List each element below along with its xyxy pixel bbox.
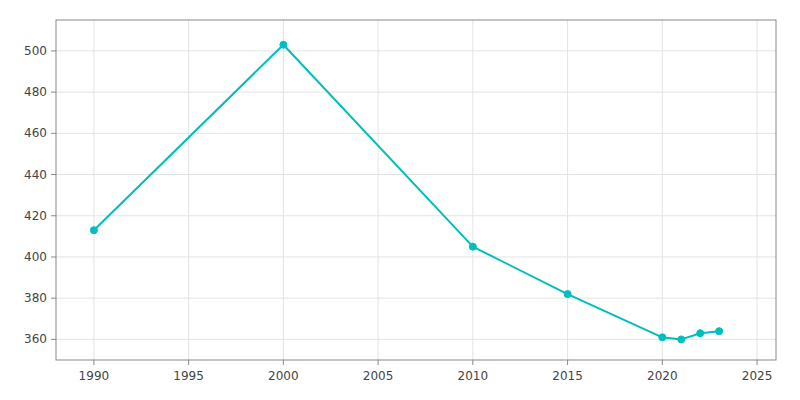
point [716,328,723,335]
grid-line-y [56,298,776,299]
tick-label-x: 2020 [647,369,678,383]
tick-label-x: 2025 [742,369,773,383]
tick-mark-y [51,339,56,340]
tick-mark-y [51,92,56,93]
grid-line-y [56,50,776,51]
tick-mark-x [662,360,663,365]
grid-line-x [757,20,758,360]
point [564,291,571,298]
tick-mark-x [93,360,94,365]
chart-svg: 1990 1995 2000 2005 2010 2015 2020 2025 360 380 40… [0,0,800,400]
grid-line-y [56,215,776,216]
tick-label-x: 2010 [458,369,489,383]
tick-mark-x [567,360,568,365]
tick-mark-x [188,360,189,365]
plot-frame [56,20,776,360]
axes: 1990 1995 2000 2005 2010 2015 2020 2025 360 380 40… [24,44,772,383]
tick-mark-x [283,360,284,365]
tick-label-y: 400 [24,250,47,264]
tick-label-x: 2005 [363,369,394,383]
grid [56,20,776,360]
point [697,330,704,337]
line [94,45,719,340]
plot-area [56,20,776,360]
grid-line-y [56,92,776,93]
tick-mark-y [51,256,56,257]
tick-mark-x [757,360,758,365]
tick-mark-y [51,50,56,51]
grid-line-x [472,20,473,360]
point [659,334,666,341]
tick-label-y: 420 [24,209,47,223]
series [90,41,722,343]
tick-label-y: 380 [24,291,47,305]
grid-line-y [56,339,776,340]
chart-container: 1990 1995 2000 2005 2010 2015 2020 2025 360 380 40… [0,0,800,400]
point [469,243,476,250]
tick-mark-y [51,215,56,216]
grid-line-x [378,20,379,360]
grid-line-x [567,20,568,360]
point [280,41,287,48]
tick-label-x: 1995 [173,369,204,383]
tick-label-x: 2015 [552,369,583,383]
tick-label-y: 360 [24,332,47,346]
tick-label-y: 440 [24,168,47,182]
tick-label-y: 480 [24,85,47,99]
point [90,227,97,234]
grid-line-x [93,20,94,360]
tick-mark-x [378,360,379,365]
tick-label-y: 500 [24,44,47,58]
point [678,336,685,343]
tick-mark-y [51,298,56,299]
grid-line-x [662,20,663,360]
tick-label-y: 460 [24,126,47,140]
tick-mark-y [51,133,56,134]
grid-line-x [188,20,189,360]
tick-label-x: 1990 [79,369,110,383]
grid-line-y [56,256,776,257]
grid-line-y [56,133,776,134]
tick-mark-y [51,174,56,175]
grid-line-x [283,20,284,360]
tick-mark-x [472,360,473,365]
tick-label-x: 2000 [268,369,299,383]
grid-line-y [56,174,776,175]
